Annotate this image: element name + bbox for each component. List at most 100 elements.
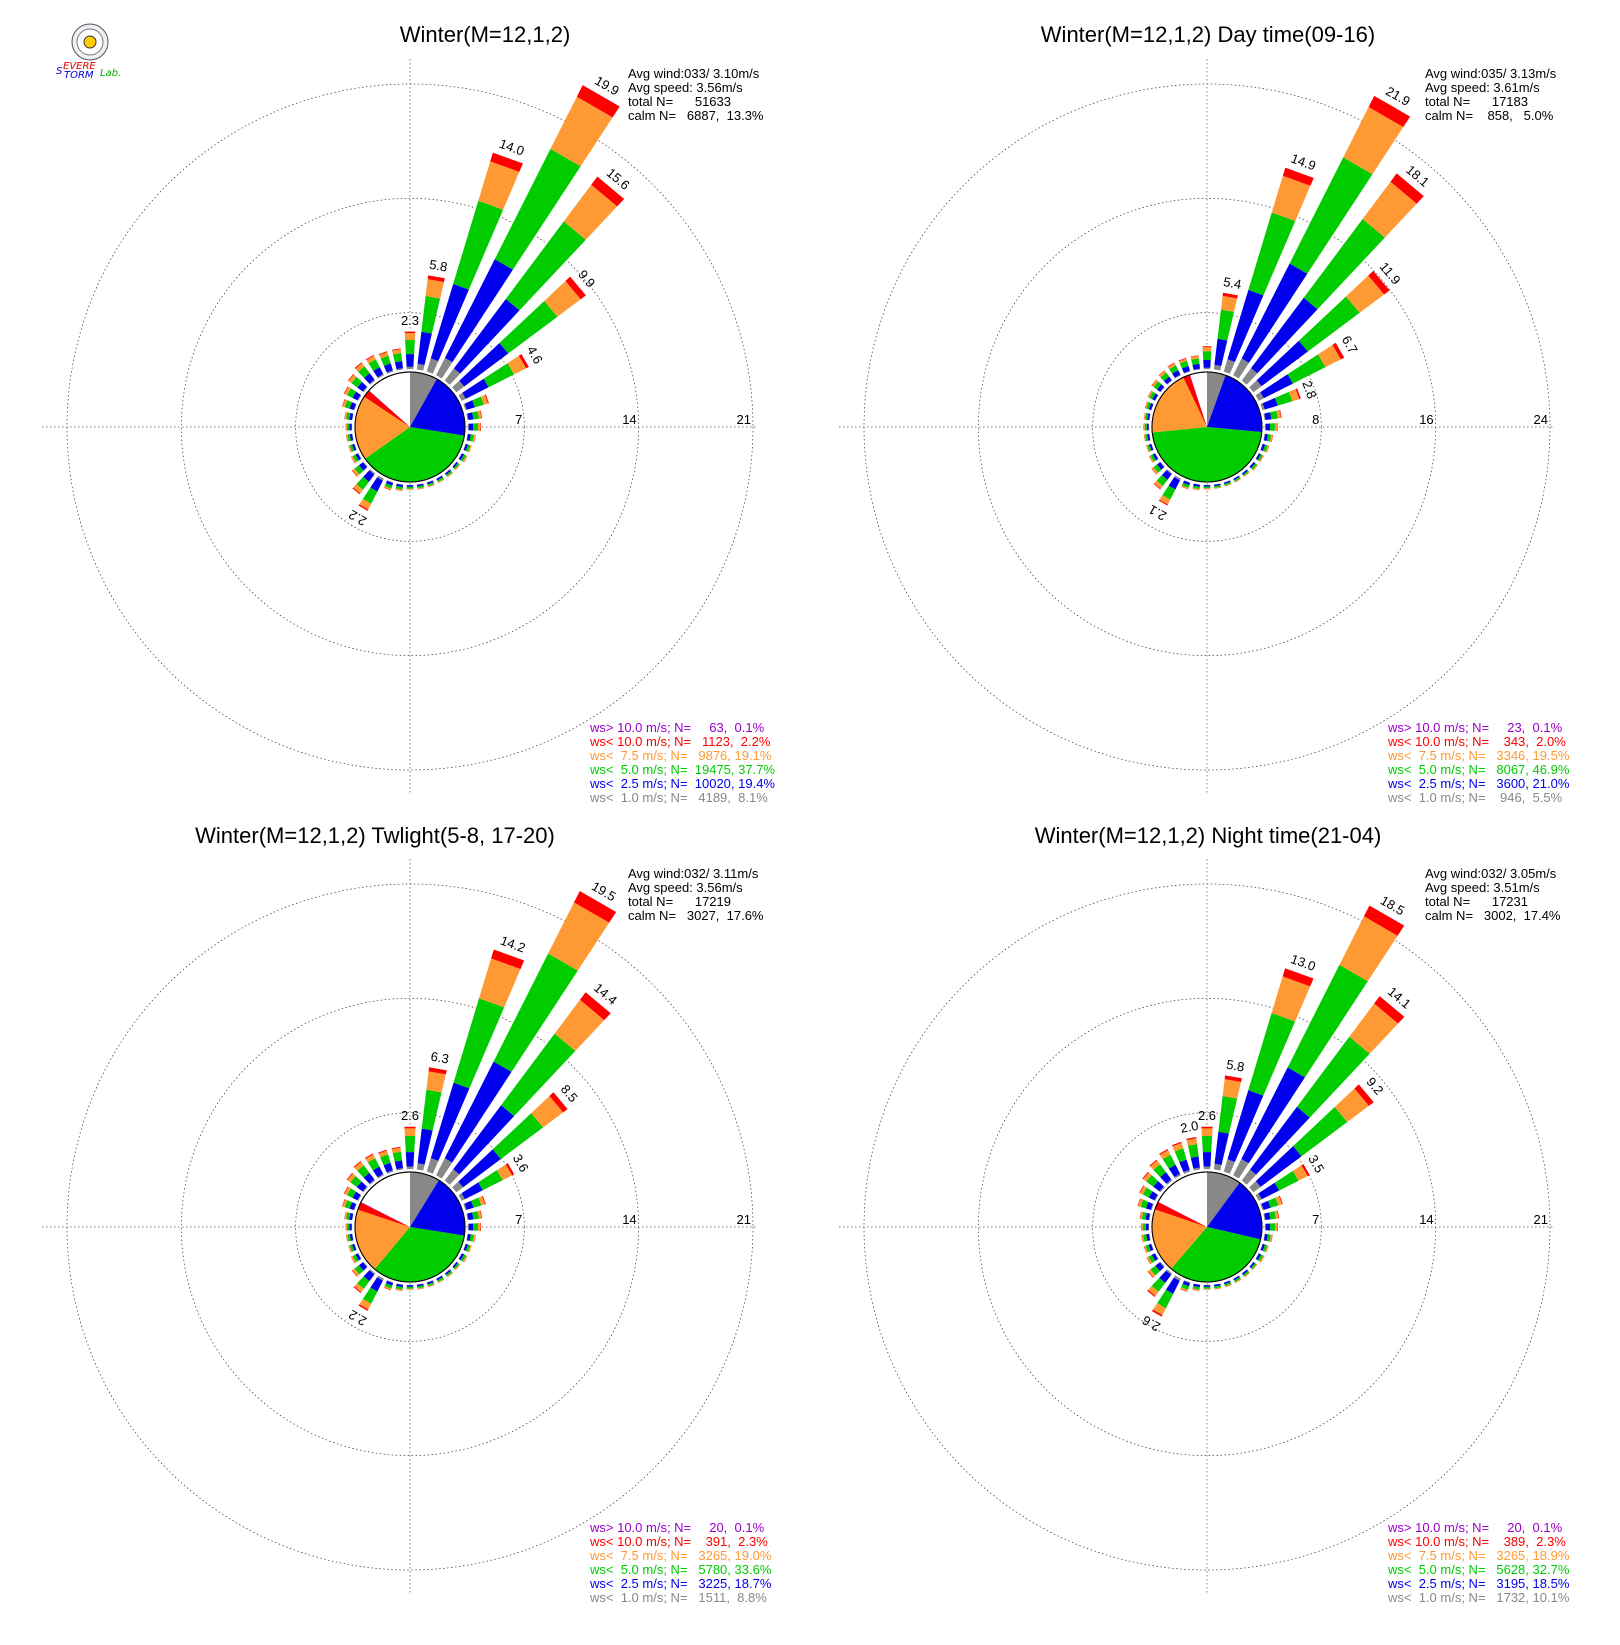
wind-bar-110 [463,1244,471,1253]
wind-bar-270 [346,1223,353,1230]
wind-bar-140 [1242,1269,1250,1277]
wind-bar-200 [384,1280,393,1290]
wind-bar-segment-lt25 [1146,1224,1149,1231]
wind-bar-segment-lt25 [395,1160,403,1169]
wind-bar-segment-lt50 [422,1090,442,1131]
bar-value-label: 2.2 [346,507,369,529]
wind-bar-310 [1151,379,1164,392]
wind-bar-280 [1144,412,1151,420]
stats-line: calm N= 6887, 13.3% [628,108,764,123]
wind-bar-140 [1242,469,1250,477]
legend-entry-lt10: ws< 10.0 m/s; N= 389, 2.3% [1387,1534,1566,1549]
wind-bar-270 [1141,1223,1149,1230]
wind-bar-segment-lt50 [407,1287,414,1289]
wind-bar-290 [342,399,357,410]
panel-title: Winter(M=12,1,2) Day time(09-16) [1041,22,1375,47]
ring-tick-label: 24 [1534,412,1548,427]
stats-line: Avg speed: 3.61m/s [1425,80,1540,95]
legend-entry-lt10ms: ws< 1.0 m/s; N= 1511, 8.8% [589,1590,767,1605]
wind-bar-90 [1265,423,1278,431]
wind-bar-segment-lt25 [1215,1132,1229,1165]
legend-entry-gt10: ws> 10.0 m/s; N= 23, 0.1% [1387,720,1563,735]
wind-bar-segment-lt50 [347,423,349,430]
wind-bar-segment-lt50 [1218,310,1234,341]
wind-bar-240 [1149,453,1159,463]
wind-bar-segment-lt10 [1277,423,1278,431]
wind-bar-segment-lt75 [1141,1223,1142,1230]
bar-value-label: 6.3 [430,1049,450,1067]
wind-bar-segment-lt75 [1204,488,1211,489]
wind-bar-segment-lt10ms [407,1167,414,1170]
wind-bar-segment-lt25 [1266,1223,1270,1230]
wind-bar-segment-lt10 [480,1223,481,1231]
wind-bar-290 [1145,401,1154,410]
legend-entry-lt10: ws< 10.0 m/s; N= 391, 2.3% [589,1534,768,1549]
wind-bar-segment-lt10 [480,423,481,431]
wind-bar-segment-lt75 [1203,347,1212,351]
wind-bar-segment-lt10ms [1204,1167,1211,1170]
legend-entry-lt25: ws< 2.5 m/s; N= 10020, 19.4% [589,776,775,791]
panel-title: Winter(M=12,1,2) Twlight(5-8, 17-20) [195,823,555,848]
wind-bar-segment-lt75 [1275,423,1277,431]
bar-value-label: 2.6 [401,1108,419,1123]
wind-bar-segment-lt25 [418,1129,433,1165]
legend-entry-lt75: ws< 7.5 m/s; N= 3265, 18.9% [1387,1548,1570,1563]
logo-text-lab: Lab. [100,68,121,79]
wind-bar-segment-lt50 [393,353,402,362]
logo-emblem-icon: S EVERE TORM Lab. [50,22,150,82]
wind-bar-180 [406,1285,413,1290]
wind-bar-0 [404,1127,415,1169]
wind-bar-80 [466,1210,482,1220]
wind-bar-segment-lt25 [418,332,432,365]
bar-value-label: 2.0 [1179,1118,1199,1136]
wind-bar-segment-lt25 [469,423,473,430]
wind-bar-290 [342,1199,357,1210]
wind-bar-350 [392,1147,404,1171]
wind-bar-segment-lt75 [426,279,444,298]
wind-bar-segment-lt25 [469,1223,473,1230]
wind-bar-segment-lt10 [1277,1223,1278,1231]
wind-bar-120 [1256,1253,1265,1262]
wind-bar-segment-lt10ms [1224,359,1235,373]
wind-bar-170 [417,483,424,489]
wind-bar-segment-lt50 [407,487,414,489]
wind-bar-150 [1233,1276,1241,1284]
wind-bar-280 [344,412,353,420]
wind-bar-130 [452,1262,460,1270]
legend-entry-lt10ms: ws< 1.0 m/s; N= 4189, 8.1% [589,790,768,805]
wind-bar-300 [1148,391,1159,401]
wind-bar-segment-lt75 [1223,1079,1241,1098]
wind-bar-10 [417,275,445,370]
wind-bar-segment-lt25 [1147,424,1149,431]
wind-bar-260 [1144,434,1151,442]
wind-bar-170 [1214,483,1221,488]
wind-bar-segment-lt25 [407,1285,414,1287]
wind-bar-250 [1146,444,1154,452]
wind-bar-segment-lt50 [1270,1223,1275,1231]
bar-value-label: 14.0 [497,136,526,159]
wind-bar-240 [351,1253,362,1263]
wind-bar-240 [1146,1253,1158,1264]
wind-bar-130 [452,462,460,470]
wind-bar-segment-lt75 [404,1128,415,1136]
stats-line: total N= 17231 [1425,894,1528,909]
bar-value-label: 2.8 [1299,379,1319,401]
wind-bar-270 [1143,423,1149,430]
wind-bar-320 [1158,370,1172,384]
legend-entry-gt10: ws> 10.0 m/s; N= 20, 0.1% [589,1520,765,1535]
stats-line: Avg wind:032/ 3.11m/s [628,866,759,881]
ring-tick-label: 21 [737,1212,751,1227]
wind-bar-segment-lt75 [406,489,413,490]
legend-entry-lt50: ws< 5.0 m/s; N= 5780, 33.6% [589,1562,772,1577]
wind-bar-segment-lt10ms [417,1163,425,1170]
wind-bar-120 [459,1253,468,1262]
ring-tick-label: 14 [622,1212,636,1227]
panel-title: Winter(M=12,1,2) Night time(21-04) [1035,823,1382,848]
ring-tick-label: 21 [737,412,751,427]
wind-bar-90 [468,423,481,431]
ring-tick-label: 8 [1312,412,1319,427]
wind-bar-100 [1263,1234,1272,1242]
legend-entry-lt25: ws< 2.5 m/s; N= 3225, 18.7% [589,1576,772,1591]
